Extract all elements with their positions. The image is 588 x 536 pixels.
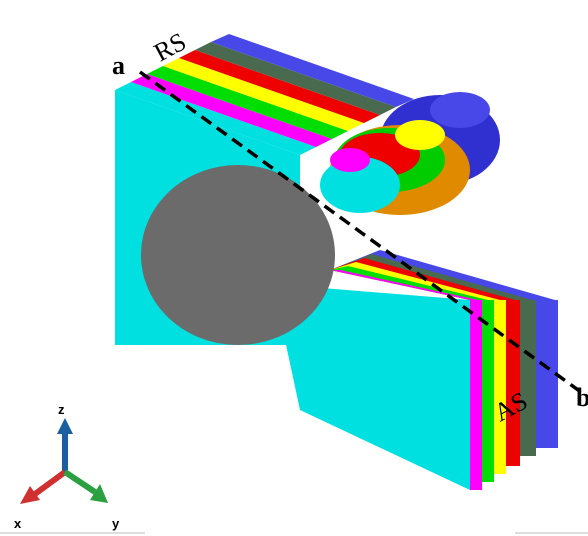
particles (330, 148, 370, 172)
page: a b RS AS z x y (() => { const data = JS… (0, 0, 588, 536)
stripe (520, 300, 536, 456)
figure: a b RS AS z x y (0, 0, 588, 536)
axis-y-label: y (112, 516, 120, 531)
axis-z-label: z (58, 402, 65, 417)
axis-x-label: x (14, 516, 22, 531)
stripe (494, 300, 506, 474)
tool (141, 165, 335, 345)
particles (430, 92, 490, 128)
label-a: a (112, 51, 125, 80)
particles (395, 120, 445, 150)
stripe (470, 300, 482, 490)
stripe (482, 300, 494, 482)
stripe (506, 300, 520, 466)
label-b: b (576, 383, 588, 412)
